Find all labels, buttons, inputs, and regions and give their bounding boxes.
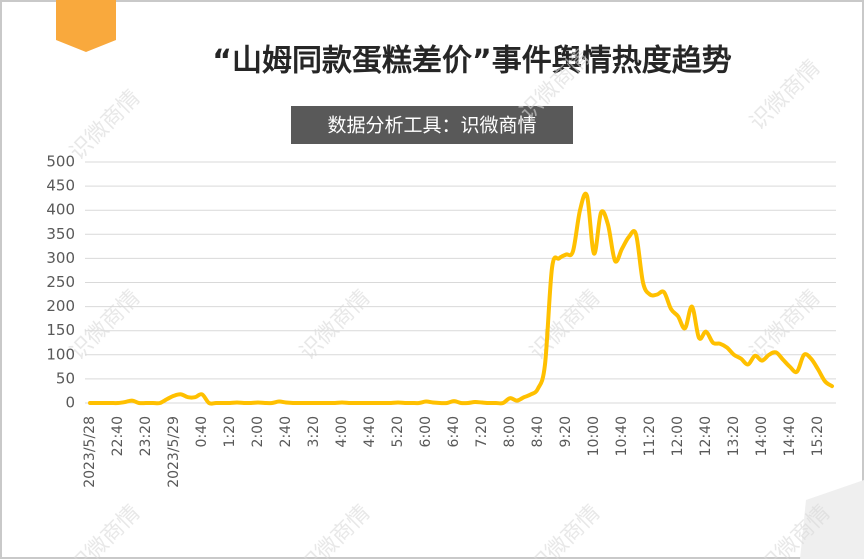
x-tick-label: 6:00 bbox=[418, 416, 434, 447]
y-tick-label: 100 bbox=[46, 345, 75, 363]
x-tick-label: 23:20 bbox=[138, 416, 154, 456]
x-tick-label: 8:00 bbox=[502, 416, 518, 447]
x-tick-label: 12:40 bbox=[698, 416, 714, 456]
page-curl bbox=[800, 480, 864, 559]
x-tick-label: 10:00 bbox=[586, 416, 602, 456]
x-tick-label: 9:20 bbox=[558, 416, 574, 447]
y-tick-label: 0 bbox=[65, 394, 75, 412]
x-tick-label: 4:00 bbox=[334, 416, 350, 447]
x-tick-label: 22:40 bbox=[110, 416, 126, 456]
x-tick-label: 12:00 bbox=[670, 416, 686, 456]
x-tick-label: 14:00 bbox=[754, 416, 770, 456]
x-tick-label: 5:20 bbox=[390, 416, 406, 447]
line bbox=[88, 191, 834, 406]
x-tick-label: 2023/5/28 bbox=[82, 416, 98, 488]
x-tick-label: 4:40 bbox=[362, 416, 378, 447]
x-tick-label: 2023/5/29 bbox=[166, 416, 182, 488]
x-tick-label: 10:40 bbox=[614, 416, 630, 456]
x-tick-label: 2:00 bbox=[250, 416, 266, 447]
x-tick-label: 0:40 bbox=[194, 416, 210, 447]
x-tick-label: 8:40 bbox=[530, 416, 546, 447]
y-tick-label: 500 bbox=[46, 153, 75, 171]
y-tick-label: 150 bbox=[46, 321, 75, 339]
y-tick-label: 400 bbox=[46, 201, 75, 219]
y-tick-label: 250 bbox=[46, 273, 75, 291]
chart-title: “山姆同款蛋糕差价”事件舆情热度趋势 bbox=[212, 44, 731, 79]
y-tick-label: 200 bbox=[46, 297, 75, 315]
x-tick-label: 1:20 bbox=[222, 416, 238, 447]
subtitle-box bbox=[291, 106, 573, 144]
y-tick-label: 350 bbox=[46, 225, 75, 243]
x-tick-label: 3:20 bbox=[306, 416, 322, 447]
subtitle: 数据分析工具：识微商情 bbox=[327, 115, 536, 137]
x-tick-label: 7:20 bbox=[474, 416, 490, 447]
x-tick-label: 15:20 bbox=[810, 416, 826, 456]
x-tick-label: 13:20 bbox=[726, 416, 742, 456]
x-tick-label: 14:40 bbox=[782, 416, 798, 456]
y-tick-label: 50 bbox=[56, 369, 75, 387]
ribbon bbox=[56, 0, 116, 52]
y-tick-label: 300 bbox=[46, 249, 75, 267]
x-tick-label: 11:20 bbox=[642, 416, 658, 456]
y-tick-label: 450 bbox=[46, 177, 75, 195]
x-tick-label: 2:40 bbox=[278, 416, 294, 447]
x-tick-label: 6:40 bbox=[446, 416, 462, 447]
